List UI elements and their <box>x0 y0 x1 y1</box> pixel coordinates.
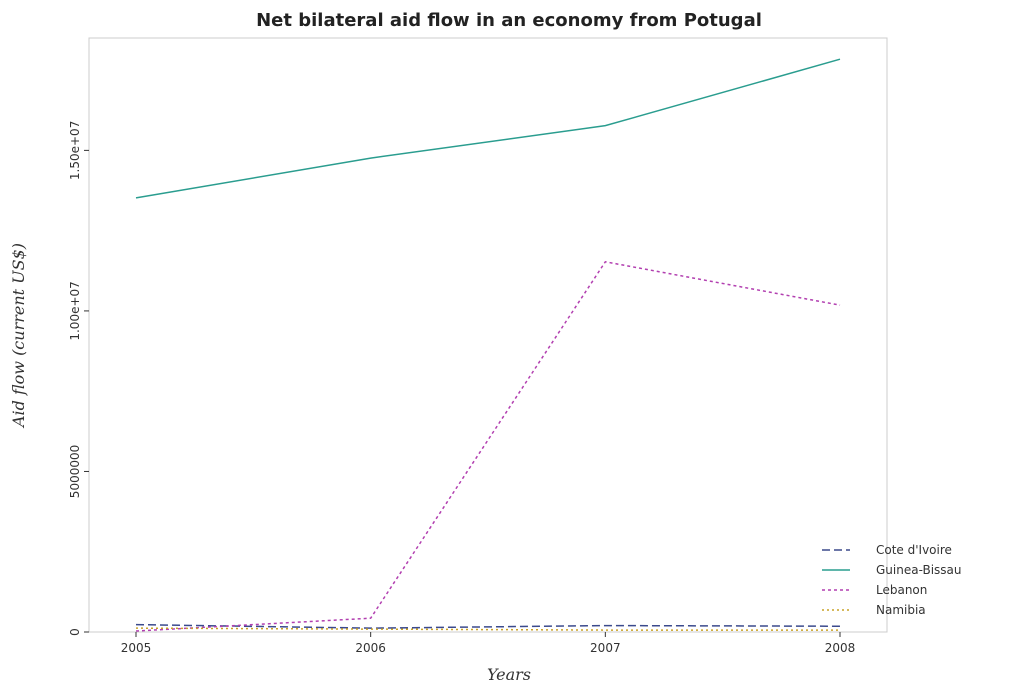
x-axis-label: Years <box>487 665 531 684</box>
y-tick-label: 1.50e+07 <box>68 121 82 180</box>
y-tick-label: 0 <box>68 628 82 636</box>
legend: Cote d'Ivoire Guinea-Bissau Lebanon Namibia <box>822 543 962 617</box>
x-tick-label: 2006 <box>355 641 386 655</box>
y-axis-label: Aid flow (current US$) <box>9 243 28 429</box>
x-tick-label: 2008 <box>825 641 856 655</box>
x-axis: 2005 2006 2007 2008 <box>121 632 856 655</box>
plot-frame <box>88 37 888 633</box>
series-line-namibia <box>135 627 840 631</box>
y-axis: 0 5000000 1.00e+07 1.50e+07 <box>68 121 89 636</box>
legend-entry: Lebanon <box>876 583 927 597</box>
x-tick-label: 2005 <box>121 641 152 655</box>
chart-title: Net bilateral aid flow in an economy fro… <box>256 10 762 31</box>
legend-entry: Cote d'Ivoire <box>876 543 952 557</box>
y-tick-label: 5000000 <box>68 445 82 498</box>
legend-entry: Namibia <box>876 603 926 617</box>
series-line-lebanon <box>135 260 841 632</box>
x-tick-label: 2007 <box>590 641 621 655</box>
series-lines <box>135 58 841 632</box>
series-line-guinea-bissau <box>135 58 841 199</box>
y-tick-label: 1.00e+07 <box>68 281 82 340</box>
series-line-cote-d-ivoire <box>135 623 841 629</box>
legend-entry: Guinea-Bissau <box>876 563 962 577</box>
